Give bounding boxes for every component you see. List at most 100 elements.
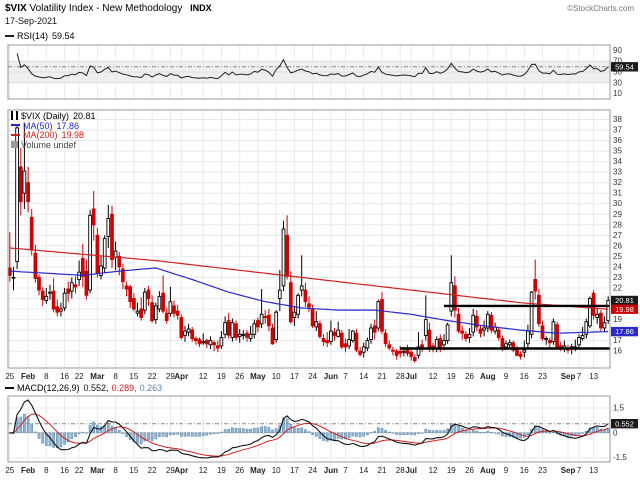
macd-signal-value: 0.289, [111,383,137,393]
ma200-label: MA(200) [23,130,58,140]
main-series-label: $VIX (Daily) [21,111,70,121]
svg-text:Jun: Jun [324,466,338,475]
svg-text:Mar: Mar [90,466,104,475]
svg-text:19.98: 19.98 [615,305,634,314]
chart-date: 17-Sep-2021 [5,16,58,26]
svg-text:30: 30 [613,199,622,208]
svg-text:26: 26 [235,372,244,381]
ma200-value: 19.98 [61,130,85,140]
ma50-swatch-icon [11,124,20,127]
volume-swatch-icon [11,140,18,148]
svg-text:36: 36 [613,136,622,145]
svg-text:-1.5: -1.5 [613,453,627,462]
svg-text:Sep: Sep [561,372,576,381]
main-legend: $VIX (Daily) 20.81 MA(50) 17.86 MA(200) 19.… [11,111,96,151]
svg-text:21: 21 [378,466,387,475]
svg-text:34: 34 [613,157,622,166]
svg-text:May: May [250,372,266,381]
svg-text:15: 15 [129,372,138,381]
svg-text:Aug: Aug [480,372,496,381]
svg-text:13: 13 [589,466,598,475]
svg-text:9: 9 [504,372,509,381]
svg-text:28: 28 [396,466,405,475]
svg-text:35: 35 [613,147,622,156]
svg-text:70: 70 [613,57,622,66]
ma200-swatch-icon [11,133,20,136]
svg-text:22: 22 [75,466,84,475]
svg-text:90: 90 [613,46,622,55]
svg-text:19: 19 [217,372,226,381]
svg-text:8: 8 [113,466,118,475]
volume-label: Volume undef [21,139,77,150]
svg-text:50: 50 [613,68,622,77]
svg-text:24: 24 [308,372,317,381]
svg-text:29: 29 [613,210,622,219]
svg-text:25: 25 [613,252,622,261]
svg-text:7: 7 [343,372,348,381]
svg-text:25: 25 [5,372,14,381]
volume-legend-row: Volume undef [11,139,96,151]
rsi-legend: RSI(14) 59.54 [5,31,75,41]
svg-text:8: 8 [113,372,118,381]
macd-label: MACD(12,26,9) [17,383,80,393]
svg-text:22: 22 [148,466,157,475]
macd-line-value: 0.552, [83,383,109,393]
symbol-label: $VIX [5,3,27,14]
svg-text:8: 8 [44,466,49,475]
svg-text:10: 10 [613,89,622,98]
svg-text:59.54: 59.54 [615,62,634,71]
svg-text:38: 38 [613,115,622,124]
svg-text:16: 16 [520,372,529,381]
svg-text:10: 10 [272,372,281,381]
chart-header: $VIX Volatility Index - New Methodology … [5,3,212,14]
svg-text:30: 30 [613,78,622,87]
svg-text:31: 31 [613,189,622,198]
svg-text:22: 22 [613,283,622,292]
svg-text:Apr: Apr [174,466,188,475]
svg-text:37: 37 [613,126,622,135]
svg-text:24: 24 [613,262,622,271]
svg-text:9: 9 [504,466,509,475]
svg-text:33: 33 [613,168,622,177]
svg-text:Apr: Apr [174,372,188,381]
svg-text:Jul: Jul [405,372,417,381]
svg-text:7: 7 [343,466,348,475]
ma50-legend-row: MA(50) 17.86 [11,121,96,132]
svg-text:10: 10 [272,466,281,475]
svg-text:16: 16 [60,466,69,475]
svg-text:14: 14 [359,372,368,381]
svg-text:19: 19 [613,315,622,324]
svg-text:29: 29 [166,466,175,475]
svg-text:13: 13 [589,372,598,381]
svg-text:25: 25 [5,466,14,475]
svg-text:May: May [250,466,266,475]
svg-text:14: 14 [359,466,368,475]
macd-legend: MACD(12,26,9) 0.552, 0.289, 0.263 [5,383,162,393]
svg-text:12: 12 [429,466,438,475]
svg-text:17: 17 [613,336,622,345]
svg-text:17: 17 [290,372,299,381]
rsi-value: 59.54 [52,31,75,41]
svg-text:22: 22 [75,372,84,381]
rsi-label: RSI(14) [17,31,49,41]
svg-text:16: 16 [60,372,69,381]
svg-text:28: 28 [613,220,622,229]
svg-text:Sep: Sep [561,466,576,475]
rsi-line-swatch-icon [5,34,14,37]
svg-text:19: 19 [447,372,456,381]
svg-text:23: 23 [613,273,622,282]
copyright-label: ©StockCharts.com [567,4,634,13]
svg-text:12: 12 [429,372,438,381]
svg-text:15: 15 [129,466,138,475]
candlestick-icon [11,111,18,121]
main-series-legend-row: $VIX (Daily) 20.81 [11,111,96,122]
svg-text:7: 7 [577,466,582,475]
svg-text:24: 24 [308,466,317,475]
svg-text:17: 17 [290,466,299,475]
svg-text:16: 16 [520,466,529,475]
svg-text:21: 21 [378,372,387,381]
svg-text:Jun: Jun [324,372,338,381]
svg-text:29: 29 [166,372,175,381]
